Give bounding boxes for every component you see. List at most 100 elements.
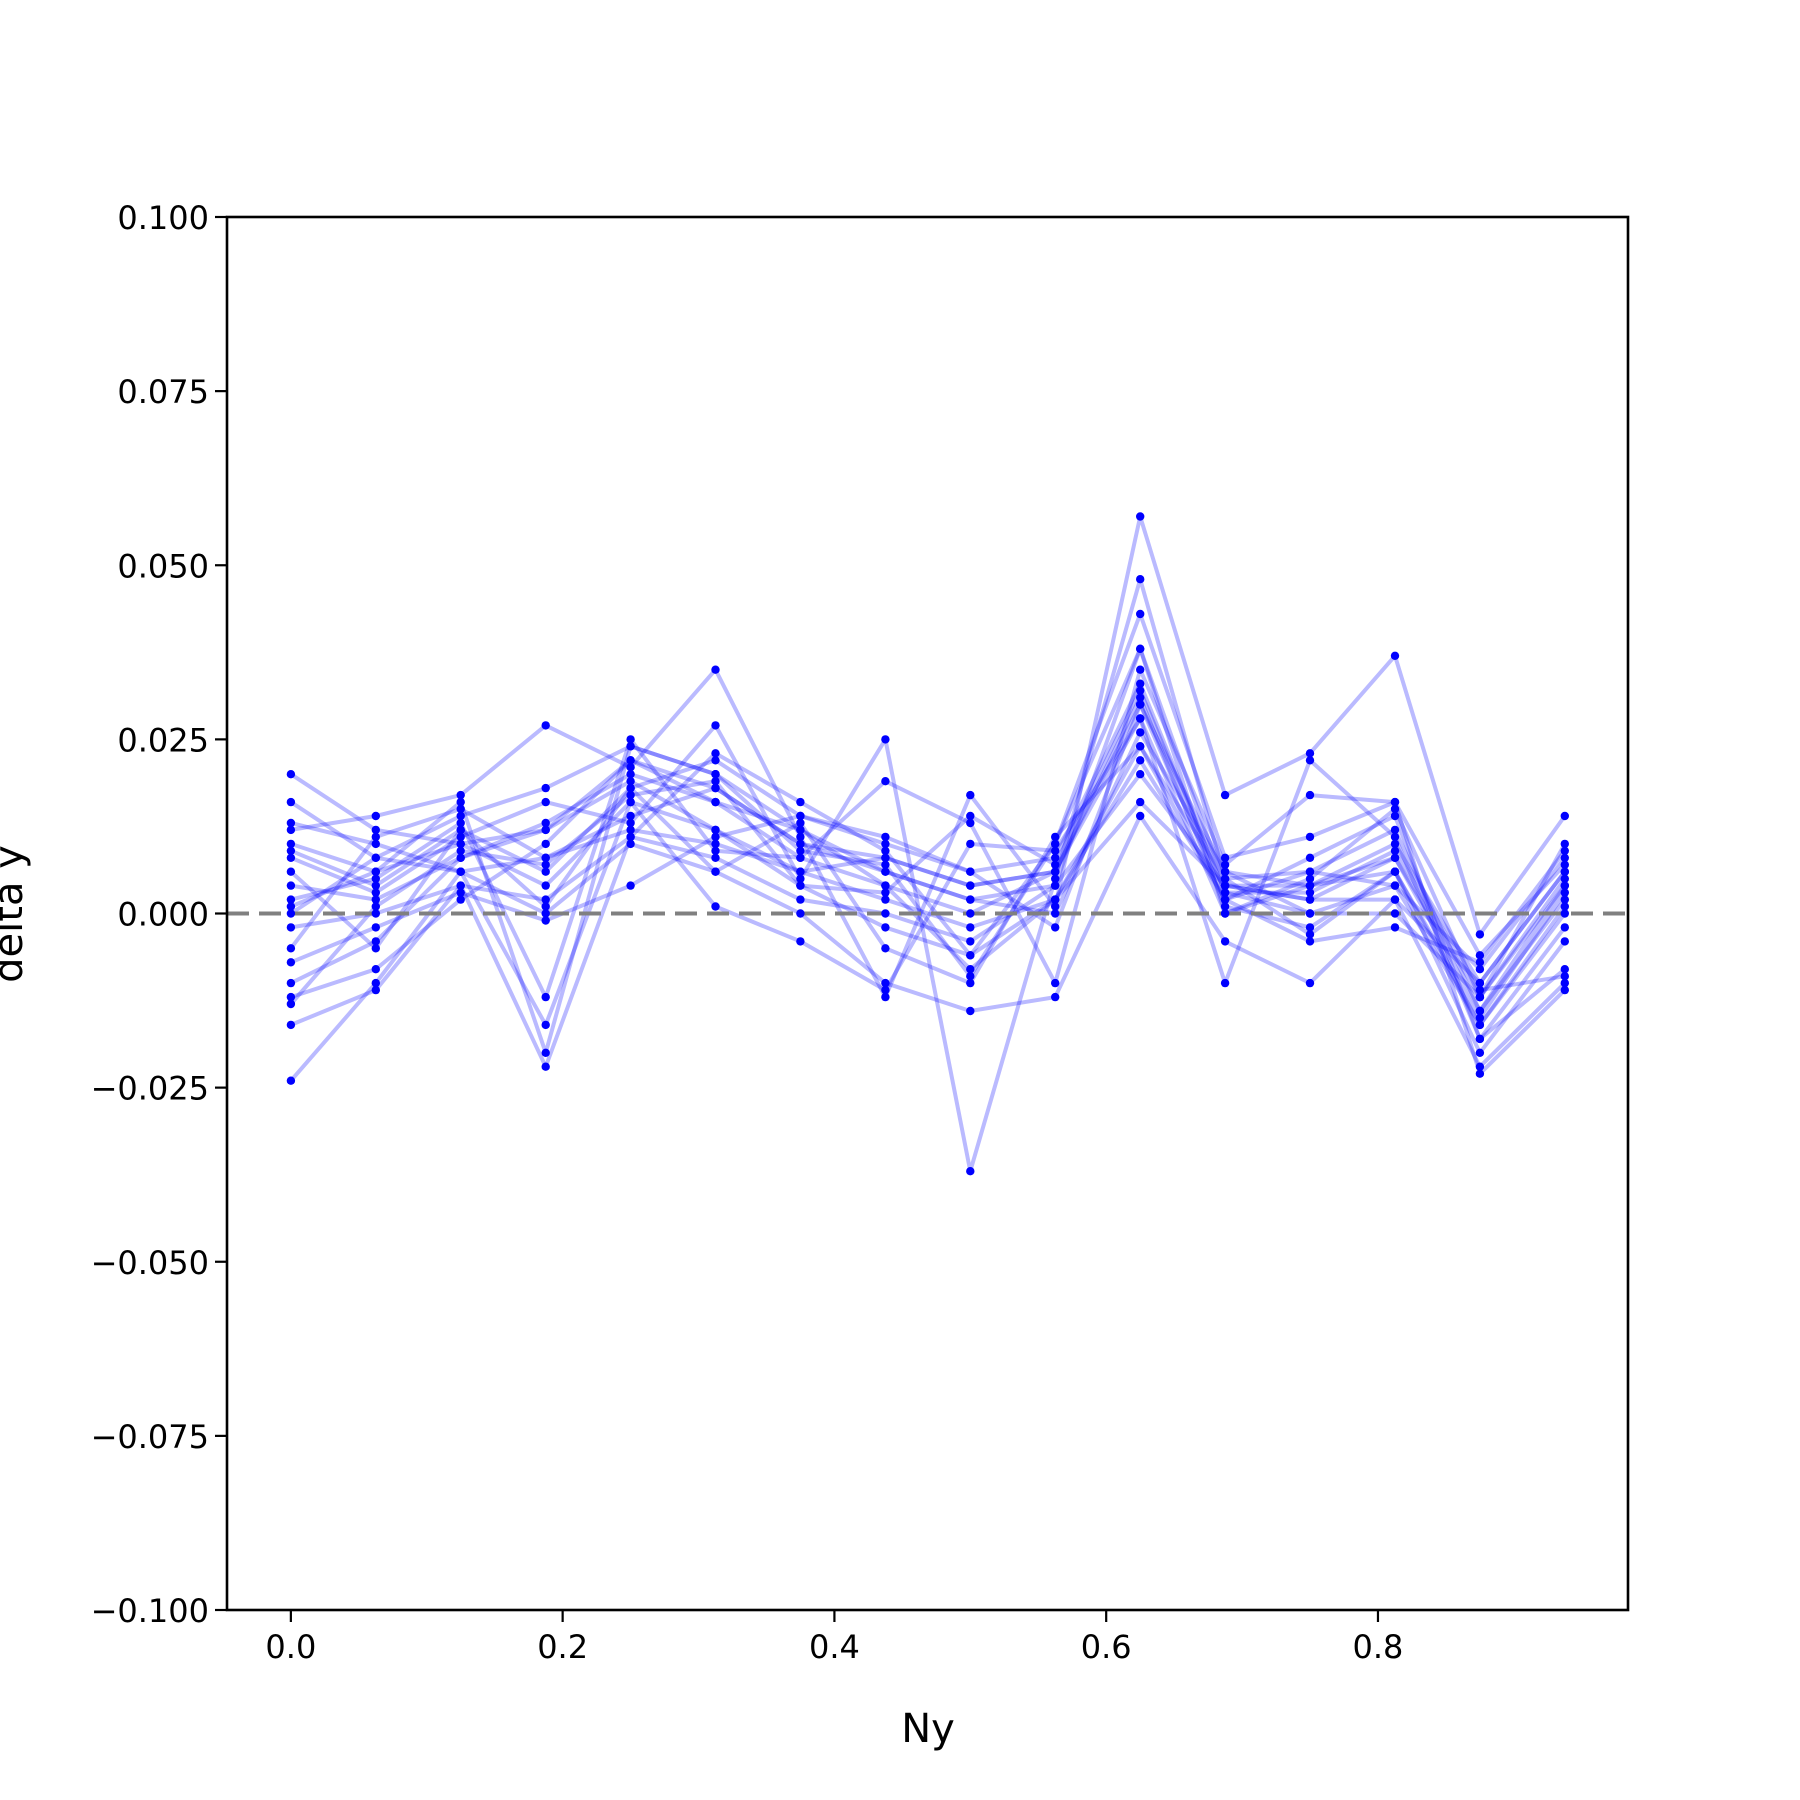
data-point-s18-3	[456, 797, 465, 807]
data-point-s15-16	[1560, 860, 1570, 869]
data-point-s19-8	[881, 888, 890, 897]
data-point-s13-12	[1220, 790, 1230, 800]
data-point-s15-13	[1305, 790, 1315, 800]
data-point-s8-1	[286, 944, 296, 953]
data-point-s13-14	[1390, 651, 1400, 660]
data-point-s10-16	[1560, 881, 1570, 890]
data-point-s18-16	[1560, 874, 1570, 883]
data-point-s11-14	[1390, 895, 1400, 904]
data-point-s12-7	[796, 797, 805, 807]
data-point-s20-14	[1390, 867, 1400, 876]
y-tick-label-8: −0.100	[91, 1592, 209, 1630]
data-point-s13-16	[1560, 811, 1570, 821]
data-point-s17-2	[371, 923, 380, 932]
y-axis-label: delta y	[0, 845, 32, 983]
data-point-s10-10	[1051, 895, 1060, 904]
data-point-s1-2	[371, 825, 380, 835]
data-point-s4-1	[286, 846, 296, 855]
y-tick-label-4: 0.000	[117, 896, 209, 934]
data-point-s20-16	[1560, 888, 1570, 897]
data-point-s11-15	[1475, 1062, 1485, 1071]
data-point-s13-11	[1136, 512, 1145, 521]
data-point-s12-12	[1220, 853, 1230, 862]
data-point-s6-1	[286, 902, 296, 911]
data-point-s13-4	[541, 721, 550, 730]
series-line-1	[289, 702, 1567, 986]
series-line-6	[290, 758, 1567, 1041]
data-point-s4-11	[1136, 679, 1145, 688]
data-point-s10-3	[456, 895, 465, 904]
data-point-s8-8	[881, 867, 890, 876]
data-point-s15-10	[1051, 978, 1060, 988]
series-line-4	[290, 681, 1567, 972]
data-point-s6-13	[1305, 853, 1315, 862]
data-point-s13-1	[286, 825, 296, 835]
data-point-s19-4	[541, 860, 550, 869]
data-point-s12-1	[286, 1020, 296, 1030]
data-point-s12-11	[1136, 609, 1145, 619]
data-point-s9-16	[1560, 937, 1570, 946]
data-point-s6-14	[1390, 811, 1400, 821]
data-point-s18-10	[1051, 839, 1060, 849]
data-point-s6-4	[541, 881, 550, 890]
data-point-s5-1	[286, 881, 296, 890]
data-point-s8-11	[1136, 728, 1145, 737]
data-point-s20-7	[796, 818, 805, 828]
data-point-s12-2	[371, 985, 380, 995]
data-point-s14-8	[881, 735, 890, 744]
data-point-s16-14	[1390, 832, 1400, 842]
data-point-s17-3	[456, 888, 465, 897]
data-point-s1-1	[286, 770, 296, 779]
data-point-s16-3	[456, 867, 465, 876]
data-point-s11-10	[1051, 992, 1060, 1002]
data-point-s19-6	[711, 777, 720, 786]
data-point-s15-11	[1136, 665, 1145, 674]
data-point-s13-3	[456, 790, 465, 800]
data-point-s7-1	[286, 923, 296, 932]
data-point-s11-9	[966, 1006, 975, 1016]
data-point-s2-1	[286, 797, 296, 807]
data-point-s8-9	[966, 895, 975, 904]
data-point-s8-4	[541, 853, 550, 862]
data-point-s7-10	[1051, 881, 1060, 890]
data-point-s15-7	[796, 853, 805, 862]
data-point-s14-14	[1390, 881, 1400, 890]
data-point-s13-10	[1051, 902, 1060, 911]
data-point-s16-13	[1305, 756, 1315, 765]
data-point-s17-6	[711, 832, 720, 842]
data-point-s11-5	[626, 839, 635, 849]
data-point-s8-7	[796, 839, 805, 849]
series-line-20	[289, 744, 1567, 1020]
data-point-s12-3	[456, 881, 465, 890]
data-point-s9-12	[1220, 902, 1230, 911]
data-point-s12-9	[966, 951, 975, 960]
data-point-s18-15	[1475, 992, 1485, 1002]
data-point-s19-9	[966, 811, 975, 821]
data-point-s19-16	[1560, 972, 1570, 981]
data-point-s11-13	[1305, 978, 1315, 988]
data-point-s16-7	[796, 937, 805, 946]
data-point-s4-15	[1475, 965, 1485, 974]
data-point-s9-9	[966, 881, 975, 890]
x-tick-label-3: 0.6	[1081, 1628, 1132, 1666]
data-point-s7-11	[1136, 770, 1145, 779]
data-point-s10-7	[796, 825, 805, 835]
data-point-s9-2	[371, 937, 380, 946]
series-line-12	[290, 612, 1567, 1076]
data-point-s9-15	[1475, 1048, 1485, 1058]
data-point-s14-9	[966, 1167, 975, 1176]
x-tick-label-0: 0.0	[265, 1628, 316, 1666]
data-point-s13-8	[881, 992, 890, 1002]
data-point-s20-1	[286, 867, 296, 876]
data-point-s18-1	[286, 839, 296, 849]
data-point-s14-15	[1475, 1020, 1485, 1030]
data-point-s14-7	[796, 874, 805, 883]
data-point-s17-11	[1136, 700, 1145, 709]
data-point-s18-7	[796, 846, 805, 855]
data-point-s14-4	[541, 797, 550, 807]
data-point-s17-8	[881, 832, 890, 842]
data-point-s7-4	[541, 895, 550, 904]
data-point-s16-1	[286, 909, 296, 918]
data-point-s13-9	[966, 790, 975, 800]
